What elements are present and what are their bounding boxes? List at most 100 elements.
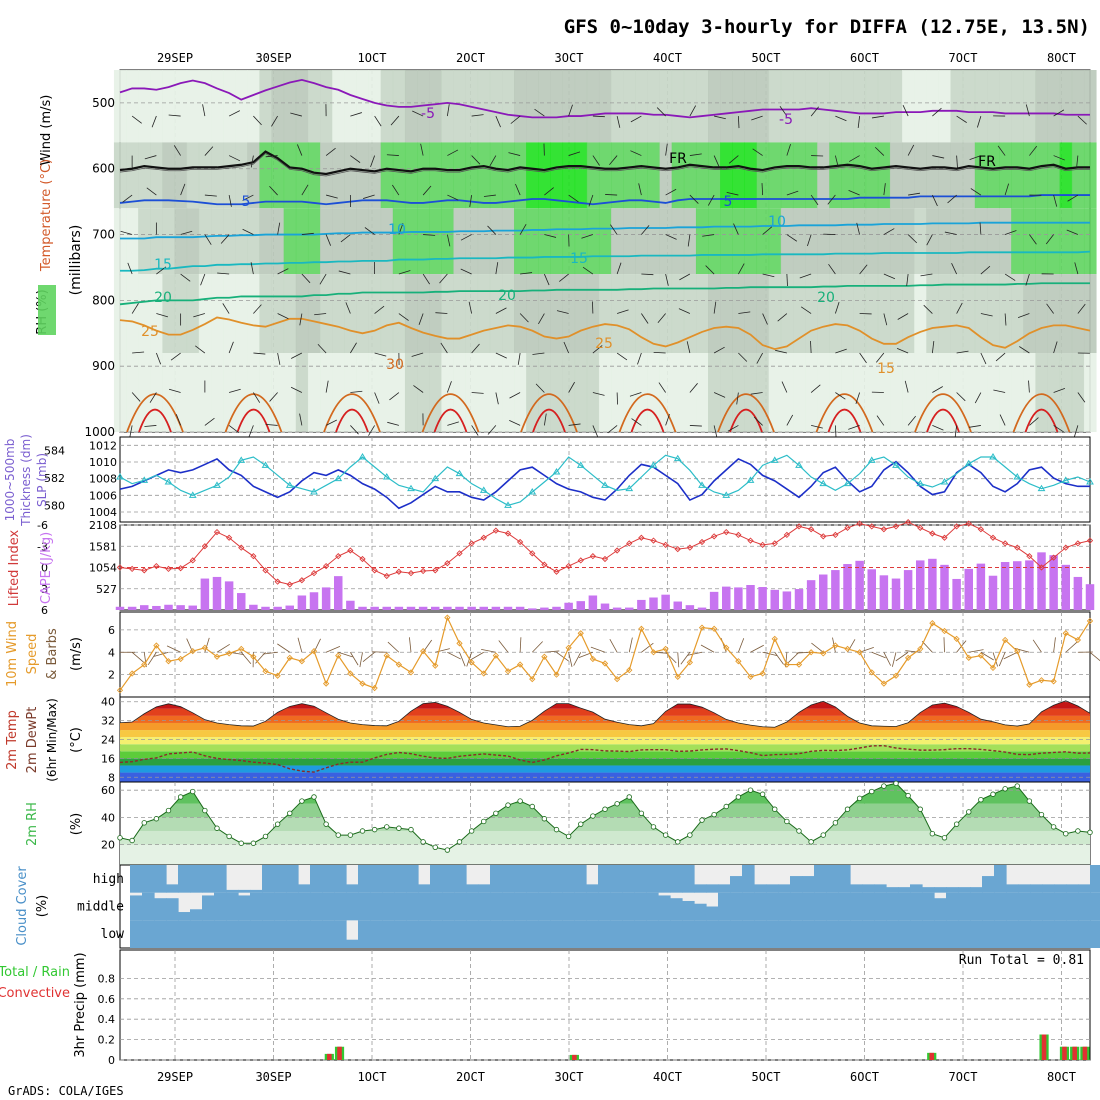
rh-shade-cell bbox=[889, 142, 903, 209]
rh-shade-cell bbox=[574, 70, 588, 143]
wind-speed-marker bbox=[1074, 636, 1082, 644]
wind-barb bbox=[374, 352, 387, 357]
wind-barb bbox=[811, 425, 823, 429]
wind-barb bbox=[891, 652, 897, 667]
rh-shade-cell bbox=[986, 353, 1000, 432]
rh-shade-cell bbox=[817, 70, 830, 143]
top-date-label: 4OCT bbox=[653, 51, 682, 65]
top-date-label: 1OCT bbox=[358, 51, 387, 65]
cloud-low-cell bbox=[346, 939, 359, 948]
cloud-middle-cell bbox=[946, 892, 959, 921]
wind-barb bbox=[1029, 234, 1037, 245]
temperature-tick-label: 8 bbox=[108, 771, 115, 784]
rh-shade-cell bbox=[623, 142, 636, 209]
slp-marker bbox=[892, 461, 900, 468]
cloud-high-cell bbox=[790, 876, 803, 893]
rh-shade-cell bbox=[647, 274, 661, 354]
wind-barb bbox=[228, 194, 232, 207]
cloud-low-cell bbox=[1078, 920, 1091, 948]
cape-bar bbox=[188, 605, 197, 610]
wind-barb bbox=[147, 652, 157, 666]
rh-shade-cell bbox=[550, 142, 564, 209]
wind-barb bbox=[204, 194, 217, 197]
wind-barb bbox=[481, 649, 496, 653]
wind-barb bbox=[1053, 341, 1058, 354]
wind-speed-marker bbox=[735, 658, 742, 665]
cloud-high-cell bbox=[202, 865, 215, 893]
wind-barb bbox=[947, 194, 957, 204]
cloud-high-cell bbox=[910, 884, 923, 893]
wind-barb bbox=[762, 226, 773, 235]
cloud-middle-cell bbox=[178, 912, 191, 921]
cape-bar bbox=[685, 605, 695, 610]
cloud-low-cell bbox=[982, 920, 995, 948]
temperature-band bbox=[120, 765, 1090, 773]
wind-barb bbox=[592, 392, 605, 396]
wind-barb bbox=[470, 651, 484, 661]
rh-shade-cell bbox=[283, 353, 297, 432]
rh-shade-cell bbox=[295, 70, 309, 143]
cape-bar bbox=[746, 585, 755, 610]
cloud-high-cell bbox=[598, 865, 611, 893]
rh-shade-cell bbox=[526, 142, 539, 209]
rh-marker bbox=[371, 826, 378, 833]
li-marker bbox=[626, 540, 633, 547]
wind-speed-marker bbox=[371, 684, 378, 692]
rh-shade-cell bbox=[392, 353, 406, 432]
rh-marker bbox=[153, 816, 160, 822]
li-marker bbox=[371, 567, 378, 574]
rh-marker bbox=[929, 831, 936, 837]
wind-barb bbox=[253, 352, 266, 355]
wind-barb bbox=[753, 416, 763, 426]
li-marker bbox=[856, 520, 863, 527]
wind-barb bbox=[228, 155, 241, 162]
wind-barb bbox=[495, 307, 507, 314]
rh-shade-cell bbox=[380, 353, 394, 432]
temperature-axis-label: Temperature (°C) bbox=[39, 159, 54, 272]
li-tick-label: 0 bbox=[41, 562, 48, 575]
wind-barb bbox=[799, 273, 812, 279]
wind-barb bbox=[932, 107, 942, 117]
wind-speed-marker bbox=[929, 620, 936, 627]
rh-shade-cell bbox=[162, 353, 176, 432]
wind-barb bbox=[510, 115, 521, 124]
cloud-high-cell bbox=[682, 865, 695, 893]
cloud-low-cell bbox=[358, 920, 371, 948]
wind-barb bbox=[810, 194, 819, 206]
rh-shade-cell bbox=[708, 70, 721, 143]
wind-barb bbox=[168, 388, 181, 393]
rh-shade-cell bbox=[368, 70, 382, 143]
rh-shade-cell bbox=[780, 208, 794, 275]
rh-shade-cell bbox=[320, 274, 333, 354]
rh-shade-cell bbox=[138, 353, 151, 432]
wind-barb bbox=[835, 348, 847, 354]
rh-shade-cell bbox=[720, 208, 733, 275]
cloud-low-cell bbox=[850, 920, 863, 948]
rh-shade-cell bbox=[671, 208, 685, 275]
li-tick-label: -3 bbox=[37, 540, 48, 553]
wind-barb bbox=[956, 115, 967, 123]
cape-bar bbox=[321, 587, 331, 610]
wind-barb bbox=[265, 155, 278, 158]
li-marker bbox=[541, 561, 548, 568]
cloud-high-cell bbox=[346, 884, 359, 893]
rh-shade-cell bbox=[877, 142, 891, 209]
rh-shade-cell bbox=[768, 208, 782, 275]
cape-bar bbox=[564, 602, 573, 610]
rh-marker bbox=[650, 824, 657, 830]
wind-speed-marker bbox=[601, 660, 609, 667]
wind-barb bbox=[350, 155, 361, 163]
wind-speed-marker bbox=[917, 645, 924, 653]
wind-barb bbox=[471, 343, 480, 354]
rh-shade-cell bbox=[562, 274, 576, 354]
rh-legend-swatch bbox=[38, 285, 56, 335]
wind-barb bbox=[874, 146, 885, 156]
rh-shade-cell bbox=[574, 142, 588, 209]
top-date-label: 3OCT bbox=[555, 51, 584, 65]
wind-barb bbox=[350, 652, 359, 666]
cloud-low-cell bbox=[730, 920, 743, 948]
temperature-contour bbox=[630, 408, 665, 433]
wind-barb bbox=[679, 273, 691, 281]
wind-barb bbox=[943, 637, 945, 653]
